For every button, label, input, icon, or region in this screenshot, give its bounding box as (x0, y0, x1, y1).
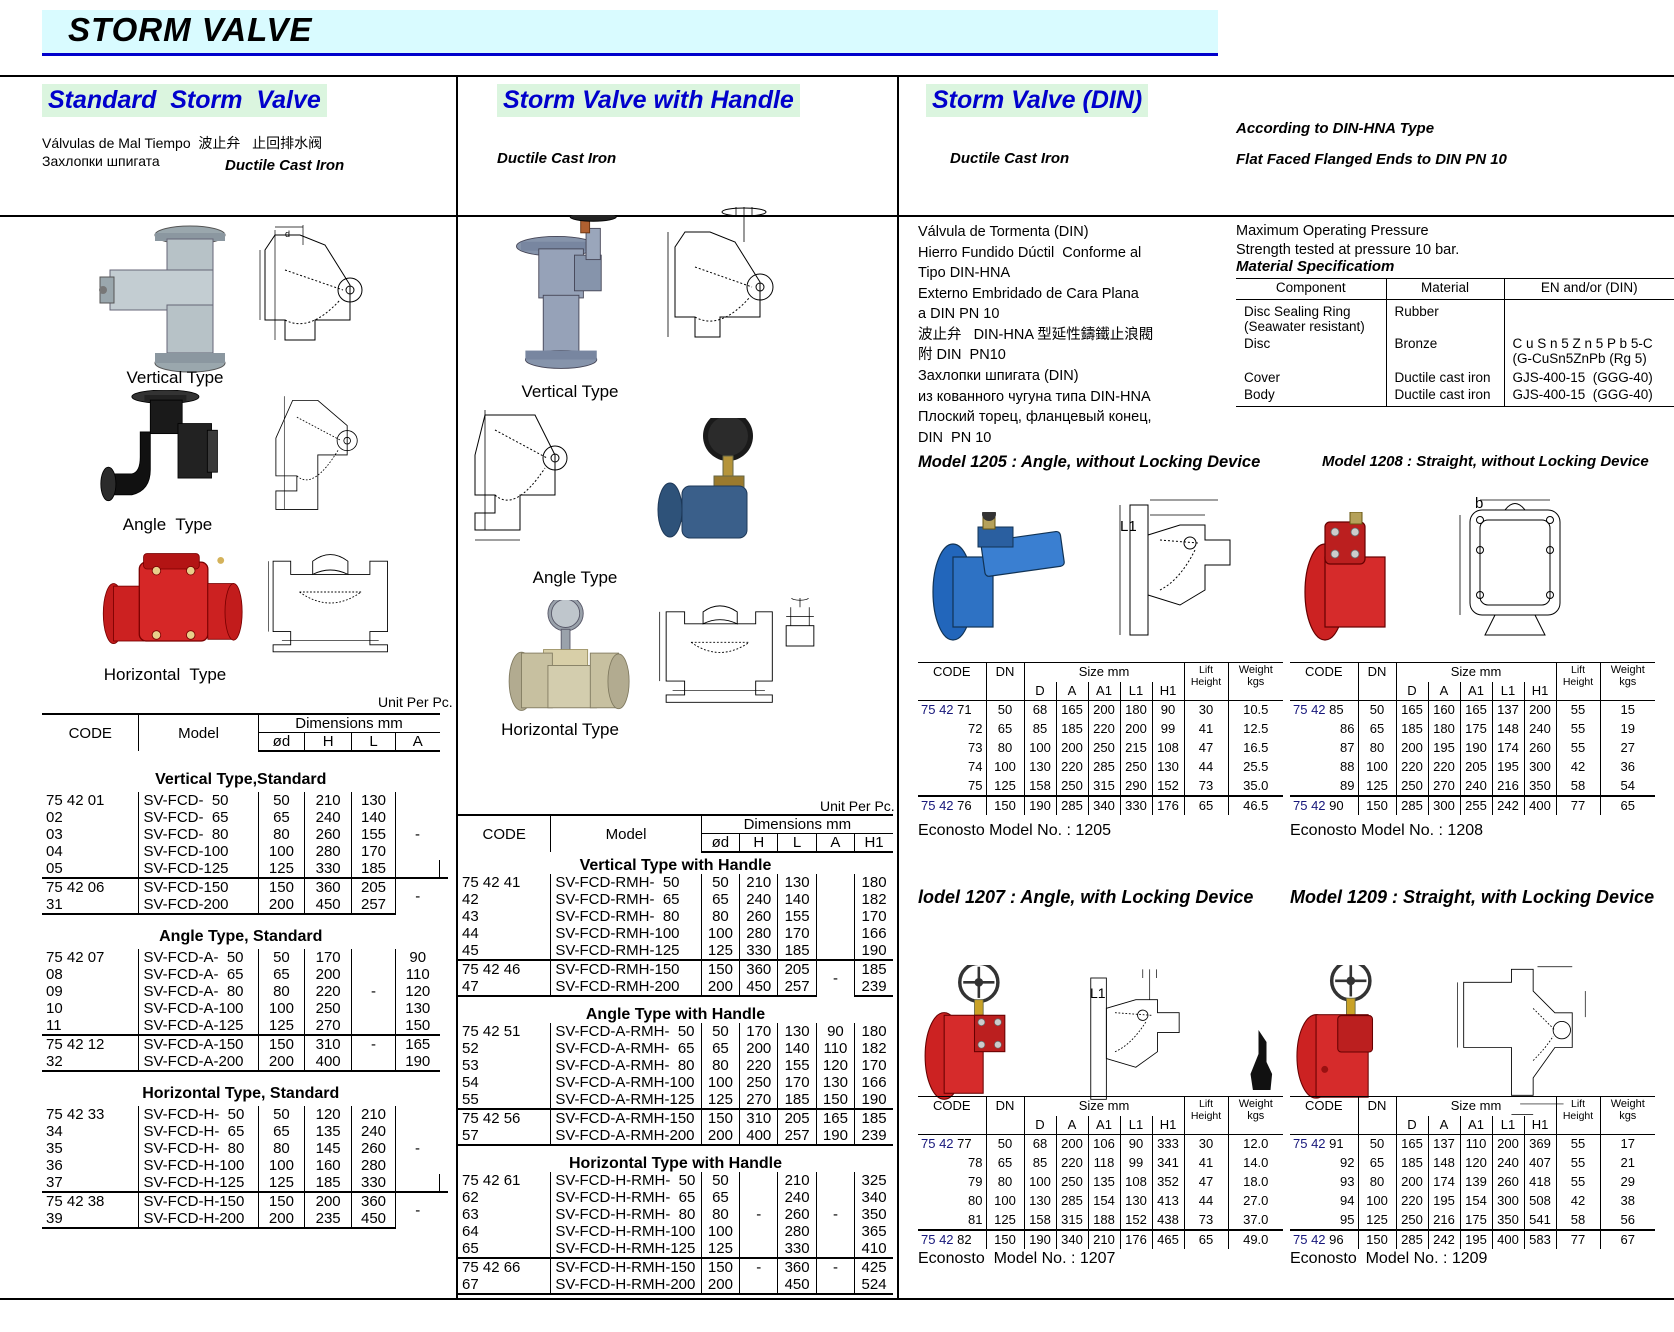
svg-text:d: d (285, 229, 290, 239)
